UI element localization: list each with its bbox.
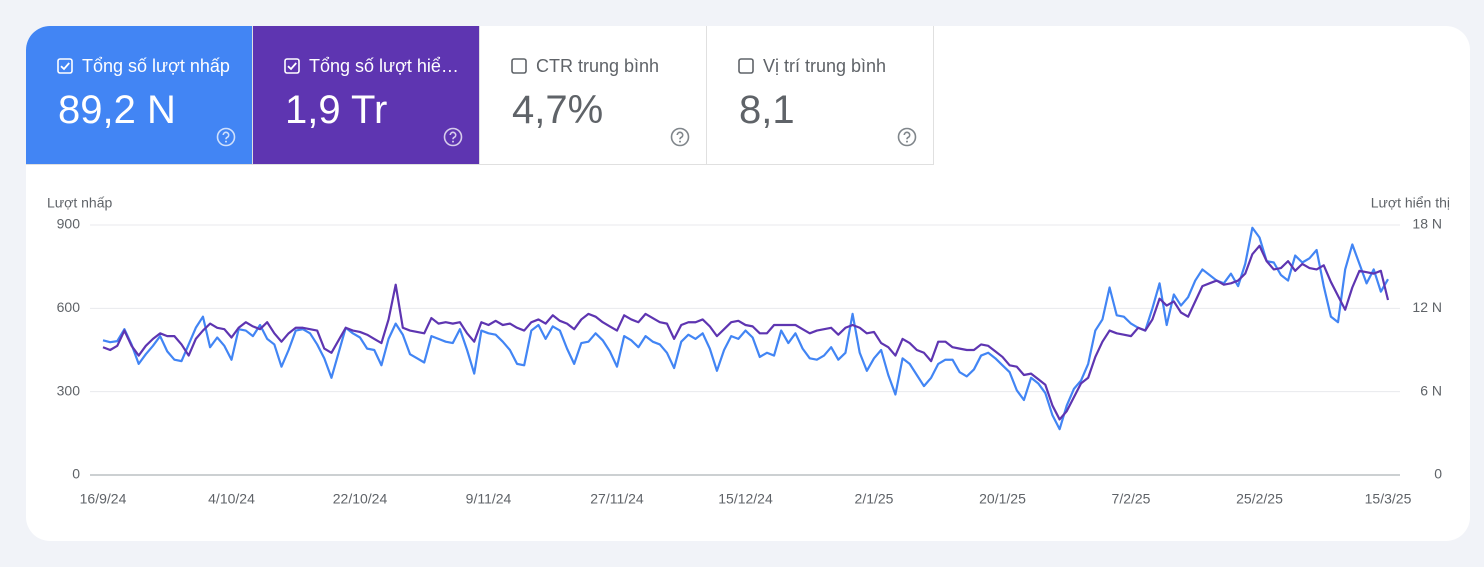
chart: Lượt nhấp Lượt hiển thị 0 300 600 900 0 6 N 12…	[47, 195, 1450, 507]
checkmark	[287, 62, 297, 71]
y2-axis-title: Lượt hiển thị	[1371, 195, 1450, 211]
help-mark	[449, 131, 457, 140]
help-icon[interactable]	[216, 127, 236, 147]
metric-cards: Tổng số lượt nhấp 89,2 N Tổng số lượt hiể……	[26, 26, 934, 165]
y-axis-title: Lượt nhấp	[47, 195, 112, 211]
help-dot	[906, 140, 908, 143]
x-tick-label: 27/11/24	[590, 491, 644, 507]
checkmark	[60, 62, 70, 71]
x-tick-label: 4/10/24	[208, 491, 255, 507]
y2-tick-label: 0	[1434, 466, 1442, 482]
help-icon[interactable]	[897, 127, 917, 147]
metric-card[interactable]: Tổng số lượt hiể… 1,9 Tr	[253, 26, 480, 165]
series-line	[102, 226, 1389, 431]
checkbox-box	[511, 58, 527, 74]
y2-tick-label: 6 N	[1420, 382, 1442, 398]
y2-tick-label: 18 N	[1412, 216, 1442, 232]
help-mark	[222, 131, 230, 140]
x-tick-label: 15/3/25	[1365, 491, 1412, 507]
y-tick-label: 600	[57, 299, 81, 315]
help-circle	[670, 127, 690, 147]
x-tick-label: 16/9/24	[80, 491, 127, 507]
help-mark	[676, 131, 684, 140]
metric-label: Tổng số lượt nhấp	[82, 56, 230, 76]
x-tick-label: 22/10/24	[333, 491, 388, 507]
help-circle	[897, 127, 917, 147]
metric-label: Tổng số lượt hiể…	[309, 56, 459, 76]
x-tick-label: 2/1/25	[855, 491, 894, 507]
help-dot	[452, 140, 454, 143]
x-tick-label: 20/1/25	[979, 491, 1026, 507]
metric-label: CTR trung bình	[536, 56, 660, 76]
help-dot	[679, 140, 681, 143]
y-tick-label: 0	[72, 466, 80, 482]
metric-label: Vị trí trung bình	[763, 56, 887, 76]
checkbox[interactable]	[284, 58, 300, 74]
metric-value: 4,7%	[512, 88, 604, 132]
checkbox[interactable]	[738, 58, 754, 74]
x-tick-label: 7/2/25	[1112, 491, 1151, 507]
x-tick-label: 25/2/25	[1236, 491, 1283, 507]
series-line	[102, 244, 1390, 421]
checkbox-box	[738, 58, 754, 74]
x-tick-label: 15/12/24	[718, 491, 773, 507]
help-dot	[225, 140, 227, 143]
checkbox[interactable]	[57, 58, 73, 74]
checkbox[interactable]	[511, 58, 527, 74]
help-icon[interactable]	[670, 127, 690, 147]
y2-tick-label: 12 N	[1412, 299, 1442, 315]
checkbox-box	[284, 58, 300, 74]
x-tick-label: 9/11/24	[466, 491, 512, 507]
performance-panel: Lượt nhấp Lượt hiển thị 0 300 600 900 0 6 N 12…	[26, 26, 1470, 541]
help-icon[interactable]	[443, 127, 463, 147]
checkbox-box	[57, 58, 73, 74]
help-mark	[903, 131, 911, 140]
help-circle	[443, 127, 463, 147]
metric-value: 1,9 Tr	[285, 88, 388, 132]
y-tick-label: 900	[57, 216, 81, 232]
metric-card[interactable]: Tổng số lượt nhấp 89,2 N	[26, 26, 253, 165]
metric-card[interactable]: CTR trung bình 4,7%	[480, 26, 707, 165]
y-tick-label: 300	[57, 382, 81, 398]
metric-value: 89,2 N	[58, 88, 176, 132]
metric-value: 8,1	[739, 88, 795, 132]
metric-card[interactable]: Vị trí trung bình 8,1	[707, 26, 934, 165]
help-circle	[216, 127, 236, 147]
